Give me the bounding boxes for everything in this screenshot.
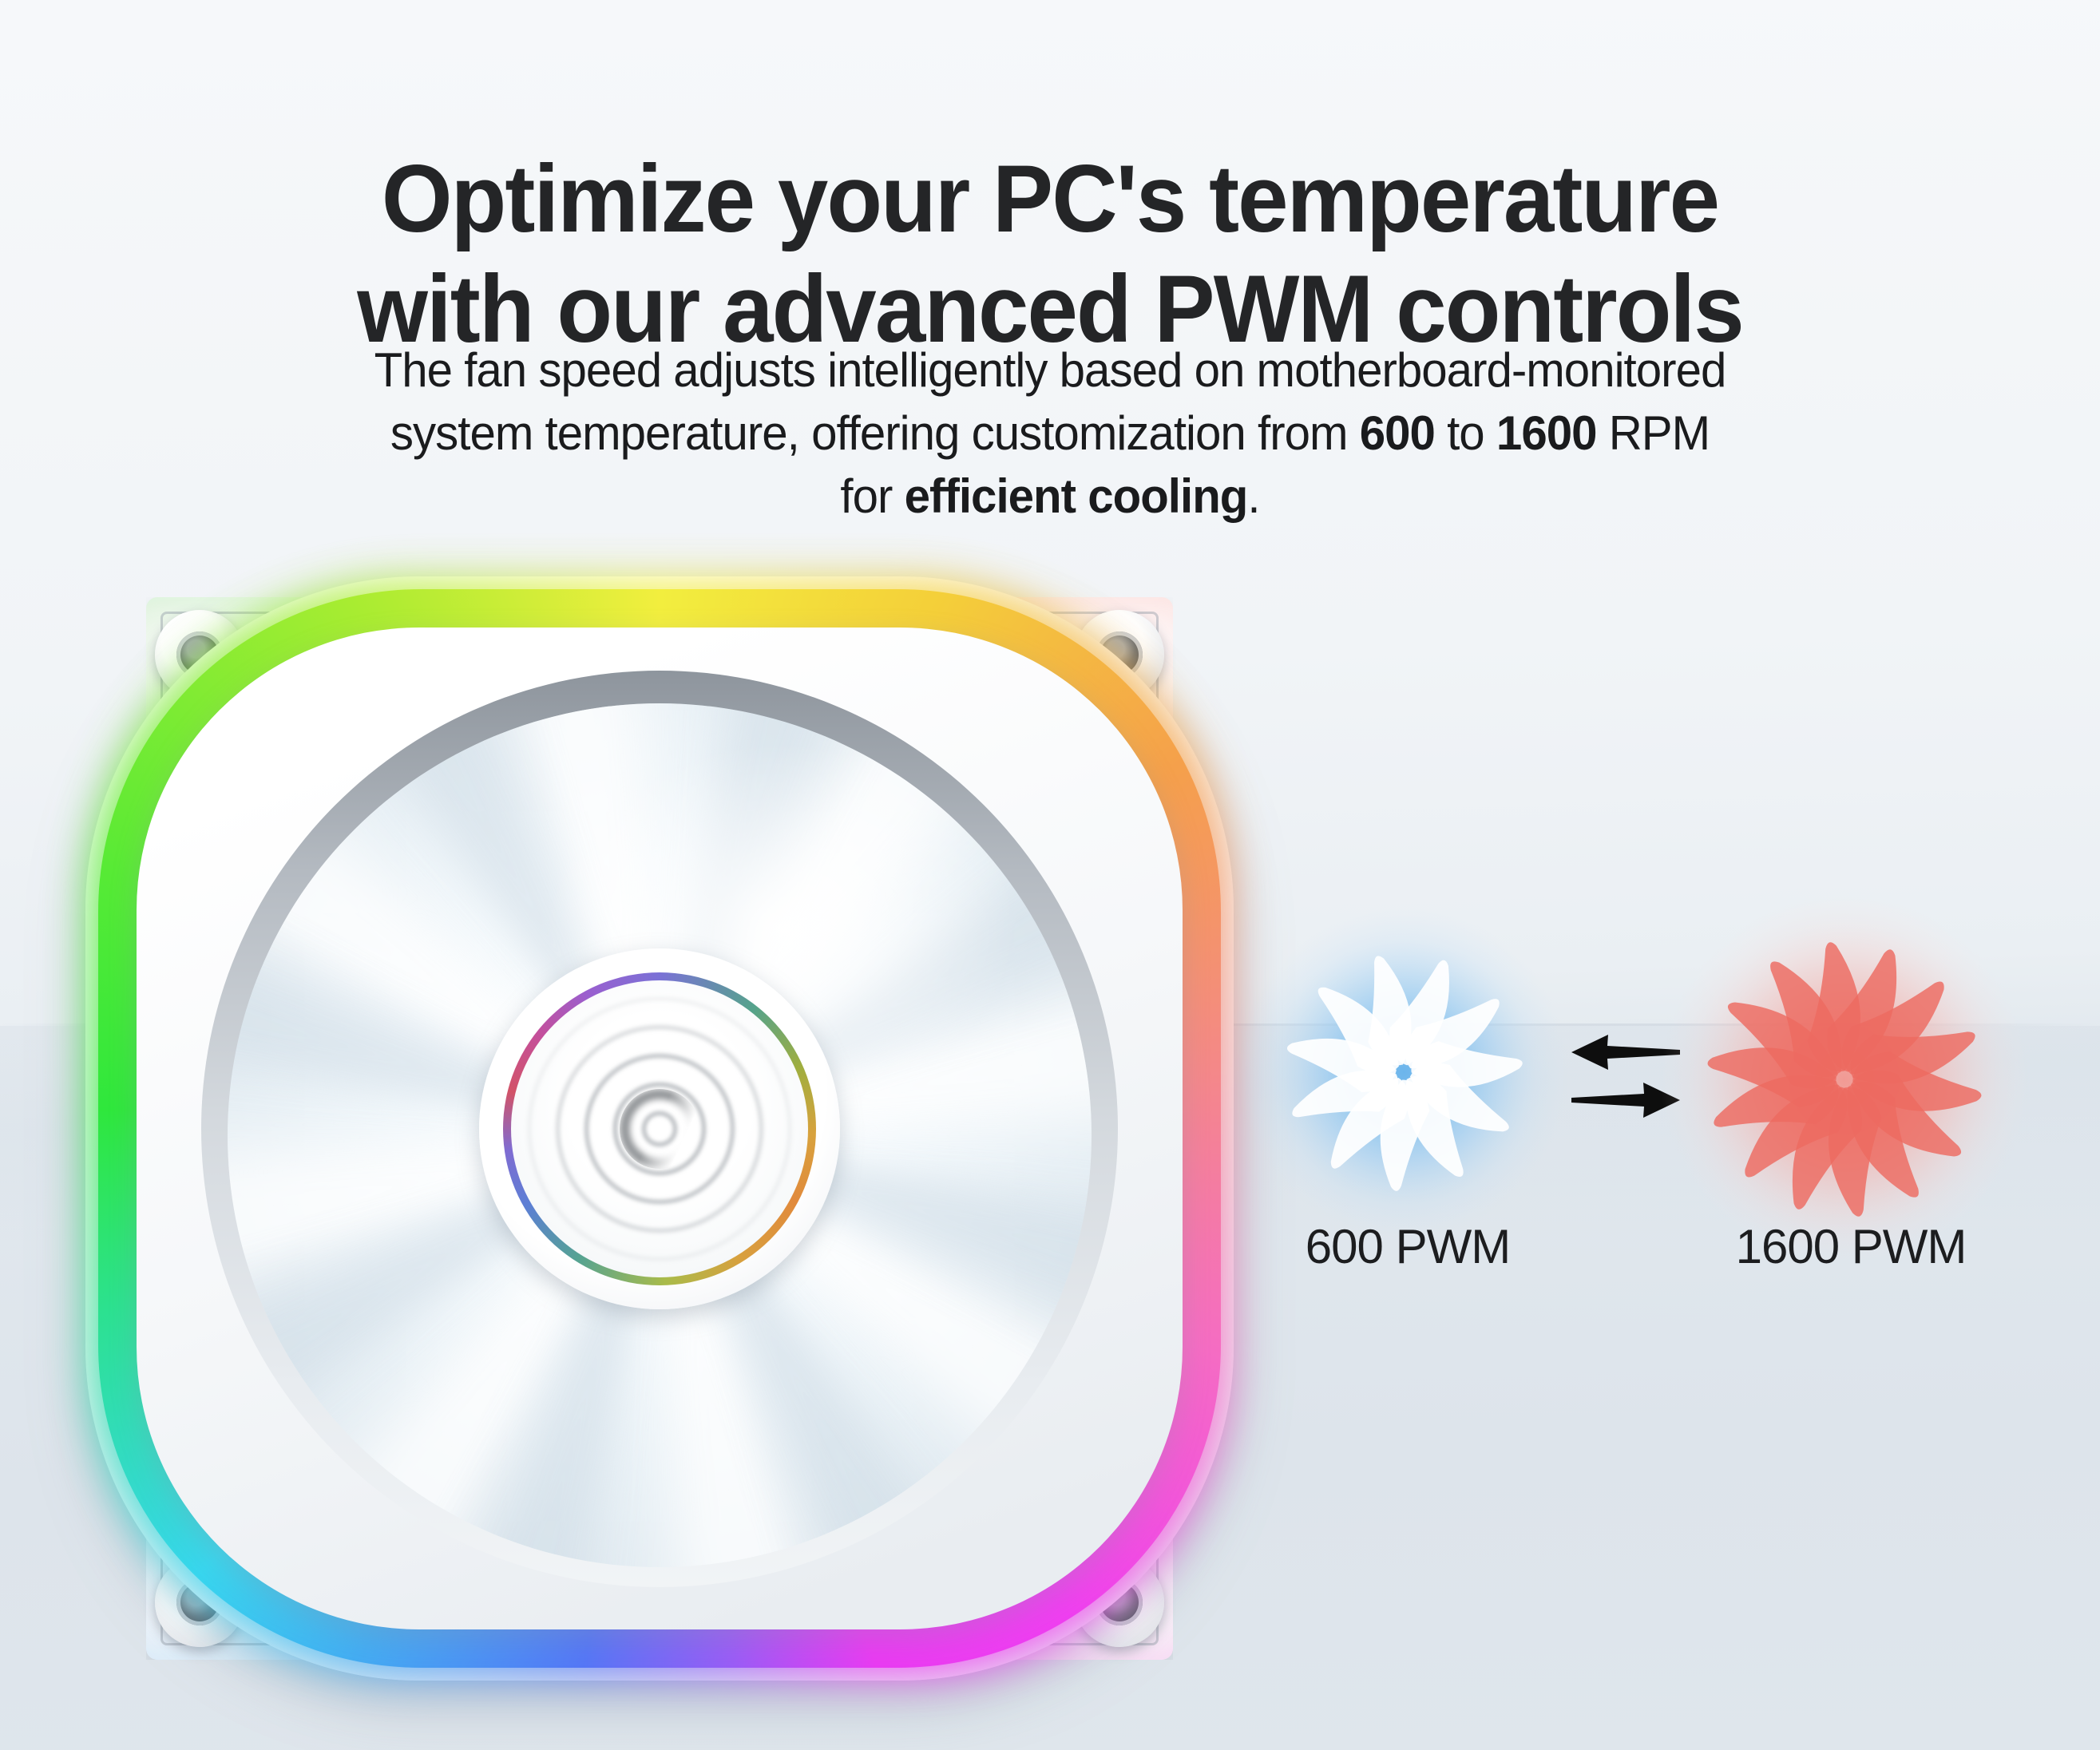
page-title: Optimize your PC's temperature with our a…: [53, 144, 2048, 364]
argb-fan-image: [85, 576, 1234, 1681]
efficient-cooling-emphasis: efficient cooling: [904, 469, 1249, 523]
title-line-2: with our advanced PWM controls: [357, 255, 1744, 363]
rpm-max-value: 1600: [1496, 406, 1598, 460]
title-line-1: Optimize your PC's temperature: [381, 145, 1720, 253]
fan-speed-low-icon: [1238, 907, 1569, 1237]
speed-exchange-arrows-icon: [1571, 1035, 1680, 1118]
subheading-text: The fan speed adjusts intelligently base…: [374, 343, 1727, 397]
fan-speed-high-icon: [1660, 895, 2029, 1264]
rpm-min-value: 600: [1359, 406, 1436, 460]
fan-hub-center-blur: [620, 1088, 699, 1169]
high-speed-label: 1600 PWM: [1735, 1220, 1967, 1273]
low-speed-label: 600 PWM: [1305, 1220, 1511, 1273]
subheading: The fan speed adjusts intelligently base…: [374, 343, 1727, 523]
